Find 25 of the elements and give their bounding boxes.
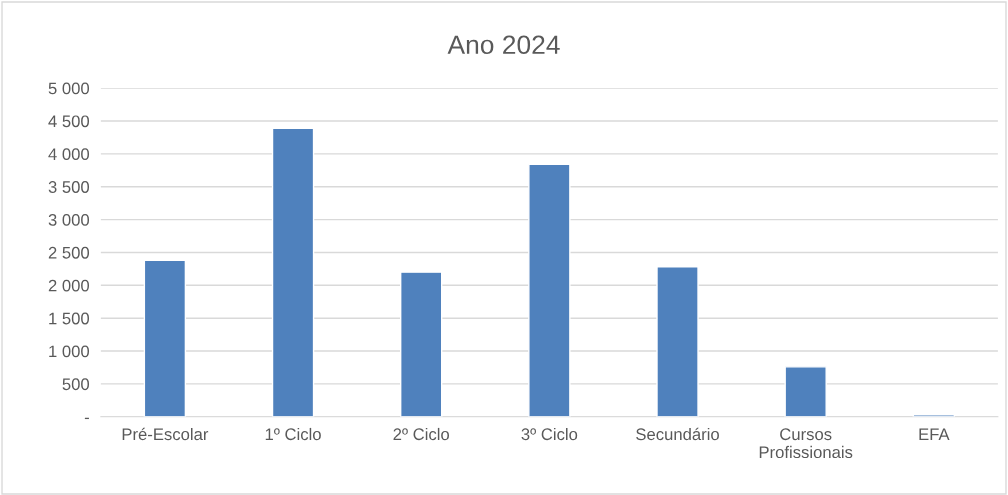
bar	[399, 271, 443, 417]
x-tick-label: 3º Ciclo	[521, 427, 578, 441]
y-tick-label: 500	[62, 378, 90, 391]
y-tick-label: 1 500	[49, 312, 90, 325]
x-tick-label: EFA	[919, 428, 950, 440]
bar	[784, 366, 827, 417]
y-tick-label: 4 500	[48, 115, 90, 128]
x-tick-label: Cursos Profissionais	[759, 428, 853, 459]
y-tick-label: 3 500	[48, 181, 90, 193]
y-tick-label: 5 000	[48, 82, 90, 95]
y-tick-label: 1 000	[49, 345, 90, 358]
bar	[143, 259, 187, 417]
x-tick-label: Secundário	[636, 427, 719, 441]
bar	[656, 266, 699, 417]
x-tick-label: 1º Ciclo	[265, 427, 321, 441]
y-tick-label: 3 000	[48, 213, 90, 226]
x-tick-label: Pré-Escolar	[122, 427, 209, 441]
y-tick-label: 4 000	[48, 148, 90, 161]
y-tick-label: 2 500	[48, 246, 90, 259]
bar	[271, 127, 315, 417]
chart-title: Ano 2024	[447, 35, 560, 55]
x-tick-label: 2º Ciclo	[393, 427, 450, 441]
bar	[528, 163, 571, 417]
y-tick-label: -	[84, 417, 89, 420]
y-tick-label: 2 000	[48, 279, 90, 292]
